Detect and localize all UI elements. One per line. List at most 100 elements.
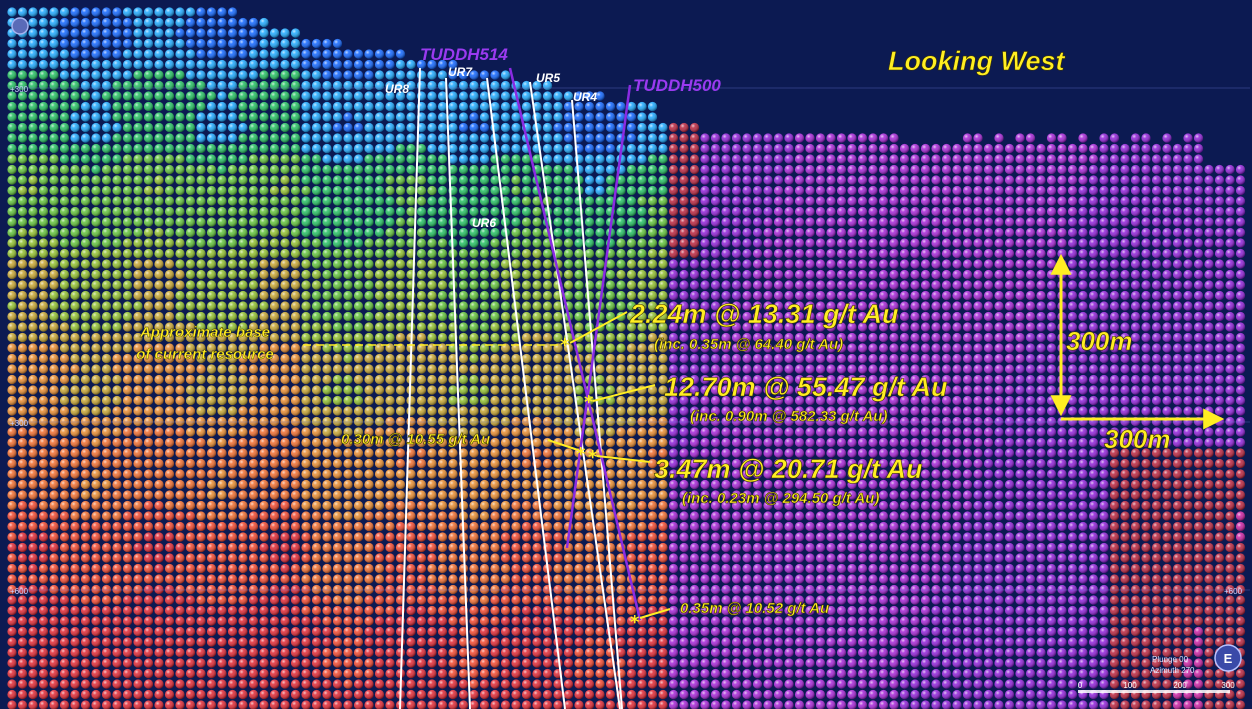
- block-model-sphere-shade: [353, 59, 364, 70]
- block-model-sphere-shade: [605, 164, 616, 175]
- block-model-sphere-shade: [80, 185, 91, 196]
- block-model-sphere-shade: [301, 112, 311, 122]
- block-model-sphere-shade: [1015, 133, 1025, 143]
- block-model-sphere-shade: [973, 280, 983, 290]
- block-model-sphere-shade: [931, 154, 941, 164]
- block-model-sphere-shade: [1193, 259, 1204, 269]
- block-model-sphere-shade: [479, 133, 490, 143]
- block-model-sphere-shade: [175, 175, 185, 185]
- block-model-sphere-shade: [101, 49, 112, 59]
- block-model-sphere-shade: [385, 80, 395, 91]
- block-model-sphere-shade: [143, 7, 154, 17]
- block-model-sphere-shade: [133, 133, 143, 143]
- block-model-sphere-shade: [826, 269, 836, 280]
- block-model-sphere-shade: [91, 227, 101, 238]
- block-model-sphere-shade: [1130, 280, 1141, 290]
- block-model-sphere-shade: [605, 269, 616, 280]
- block-model-sphere-shade: [626, 122, 637, 133]
- block-model-sphere-shade: [1235, 206, 1246, 217]
- block-model-sphere-shade: [994, 143, 1004, 154]
- block-model-sphere-shade: [206, 227, 217, 238]
- block-model-sphere-shade: [469, 112, 479, 122]
- block-model-sphere-shade: [595, 259, 605, 269]
- block-model-sphere-shade: [658, 154, 668, 164]
- block-model-sphere-shade: [17, 91, 28, 101]
- block-model-sphere-shade: [217, 143, 227, 154]
- block-model-sphere-shade: [332, 59, 343, 70]
- block-model-sphere-shade: [259, 154, 269, 164]
- block-model-sphere-shade: [133, 112, 143, 122]
- block-model-sphere-shade: [847, 217, 857, 227]
- block-model-sphere-shade: [595, 185, 605, 196]
- block-model-sphere-shade: [343, 227, 353, 238]
- block-model-sphere-shade: [332, 206, 343, 217]
- block-model-sphere-shade: [332, 290, 343, 301]
- block-model-sphere-shade: [658, 122, 668, 133]
- block-model-sphere-shade: [374, 80, 385, 91]
- block-model-sphere-shade: [1130, 175, 1141, 185]
- block-model-sphere-shade: [28, 175, 38, 185]
- block-model-sphere-shade: [532, 259, 542, 269]
- block-model-sphere-shade: [542, 259, 553, 269]
- block-model-sphere-shade: [721, 143, 731, 154]
- block-model-sphere-shade: [1036, 175, 1046, 185]
- block-model-sphere-shade: [269, 70, 280, 80]
- block-model-sphere-shade: [1109, 227, 1120, 238]
- block-model-sphere-shade: [112, 101, 122, 112]
- block-model-sphere-shade: [1088, 154, 1099, 164]
- block-model-sphere-shade: [280, 269, 290, 280]
- block-model-sphere-shade: [322, 122, 332, 133]
- block-model-sphere-shade: [878, 154, 889, 164]
- block-model-sphere-shade: [59, 59, 70, 70]
- block-model-sphere-shade: [1025, 290, 1036, 301]
- block-model-sphere-shade: [511, 143, 521, 154]
- block-model-sphere-shade: [584, 101, 595, 112]
- block-model-sphere-shade: [80, 175, 91, 185]
- block-model-sphere-shade: [416, 269, 427, 280]
- block-model-sphere-shade: [647, 133, 658, 143]
- block-model-sphere-shade: [1036, 269, 1046, 280]
- block-model-sphere-shade: [1004, 143, 1015, 154]
- block-model-sphere-shade: [143, 196, 154, 206]
- block-model-sphere-shade: [59, 196, 70, 206]
- block-model-sphere-shade: [521, 101, 532, 112]
- block-model-sphere-shade: [175, 280, 185, 290]
- block-model-sphere-shade: [332, 122, 343, 133]
- block-model-sphere-shade: [1172, 238, 1183, 248]
- block-model-sphere-shade: [752, 143, 763, 154]
- block-model-sphere-shade: [122, 28, 133, 38]
- block-model-sphere-shade: [752, 259, 763, 269]
- block-model-sphere-shade: [238, 133, 248, 143]
- block-model-sphere-shade: [101, 185, 112, 196]
- block-model-sphere-shade: [70, 122, 80, 133]
- block-model-sphere-shade: [301, 259, 311, 269]
- block-model-sphere-shade: [322, 154, 332, 164]
- block-model-sphere-shade: [185, 133, 196, 143]
- block-model-sphere-shade: [490, 101, 500, 112]
- block-model-sphere-shade: [668, 133, 679, 143]
- block-model-sphere-shade: [280, 38, 290, 49]
- block-model-sphere-shade: [28, 112, 38, 122]
- block-model-sphere-shade: [490, 238, 500, 248]
- block-model-sphere-shade: [700, 164, 710, 175]
- block-model-sphere-shade: [217, 196, 227, 206]
- block-model-sphere-shade: [122, 290, 133, 301]
- block-model-sphere-shade: [1036, 248, 1046, 259]
- block-model-sphere-shade: [1225, 217, 1235, 227]
- block-model-sphere-shade: [1088, 269, 1099, 280]
- block-model-sphere-shade: [28, 164, 38, 175]
- block-model-sphere-shade: [49, 70, 59, 80]
- block-model-sphere-shade: [164, 49, 175, 59]
- block-model-sphere-shade: [353, 80, 364, 91]
- block-model-sphere-shade: [1204, 238, 1214, 248]
- block-model-sphere-shade: [395, 164, 406, 175]
- block-model-sphere-shade: [805, 143, 815, 154]
- block-model-sphere-shade: [101, 133, 112, 143]
- block-model-sphere-shade: [553, 238, 563, 248]
- block-model-sphere-shade: [238, 122, 248, 133]
- block-model-sphere-shade: [38, 133, 49, 143]
- block-model-sphere-shade: [458, 122, 469, 133]
- block-model-sphere-shade: [196, 269, 206, 280]
- block-model-sphere-shade: [269, 269, 280, 280]
- block-model-sphere-shade: [311, 196, 322, 206]
